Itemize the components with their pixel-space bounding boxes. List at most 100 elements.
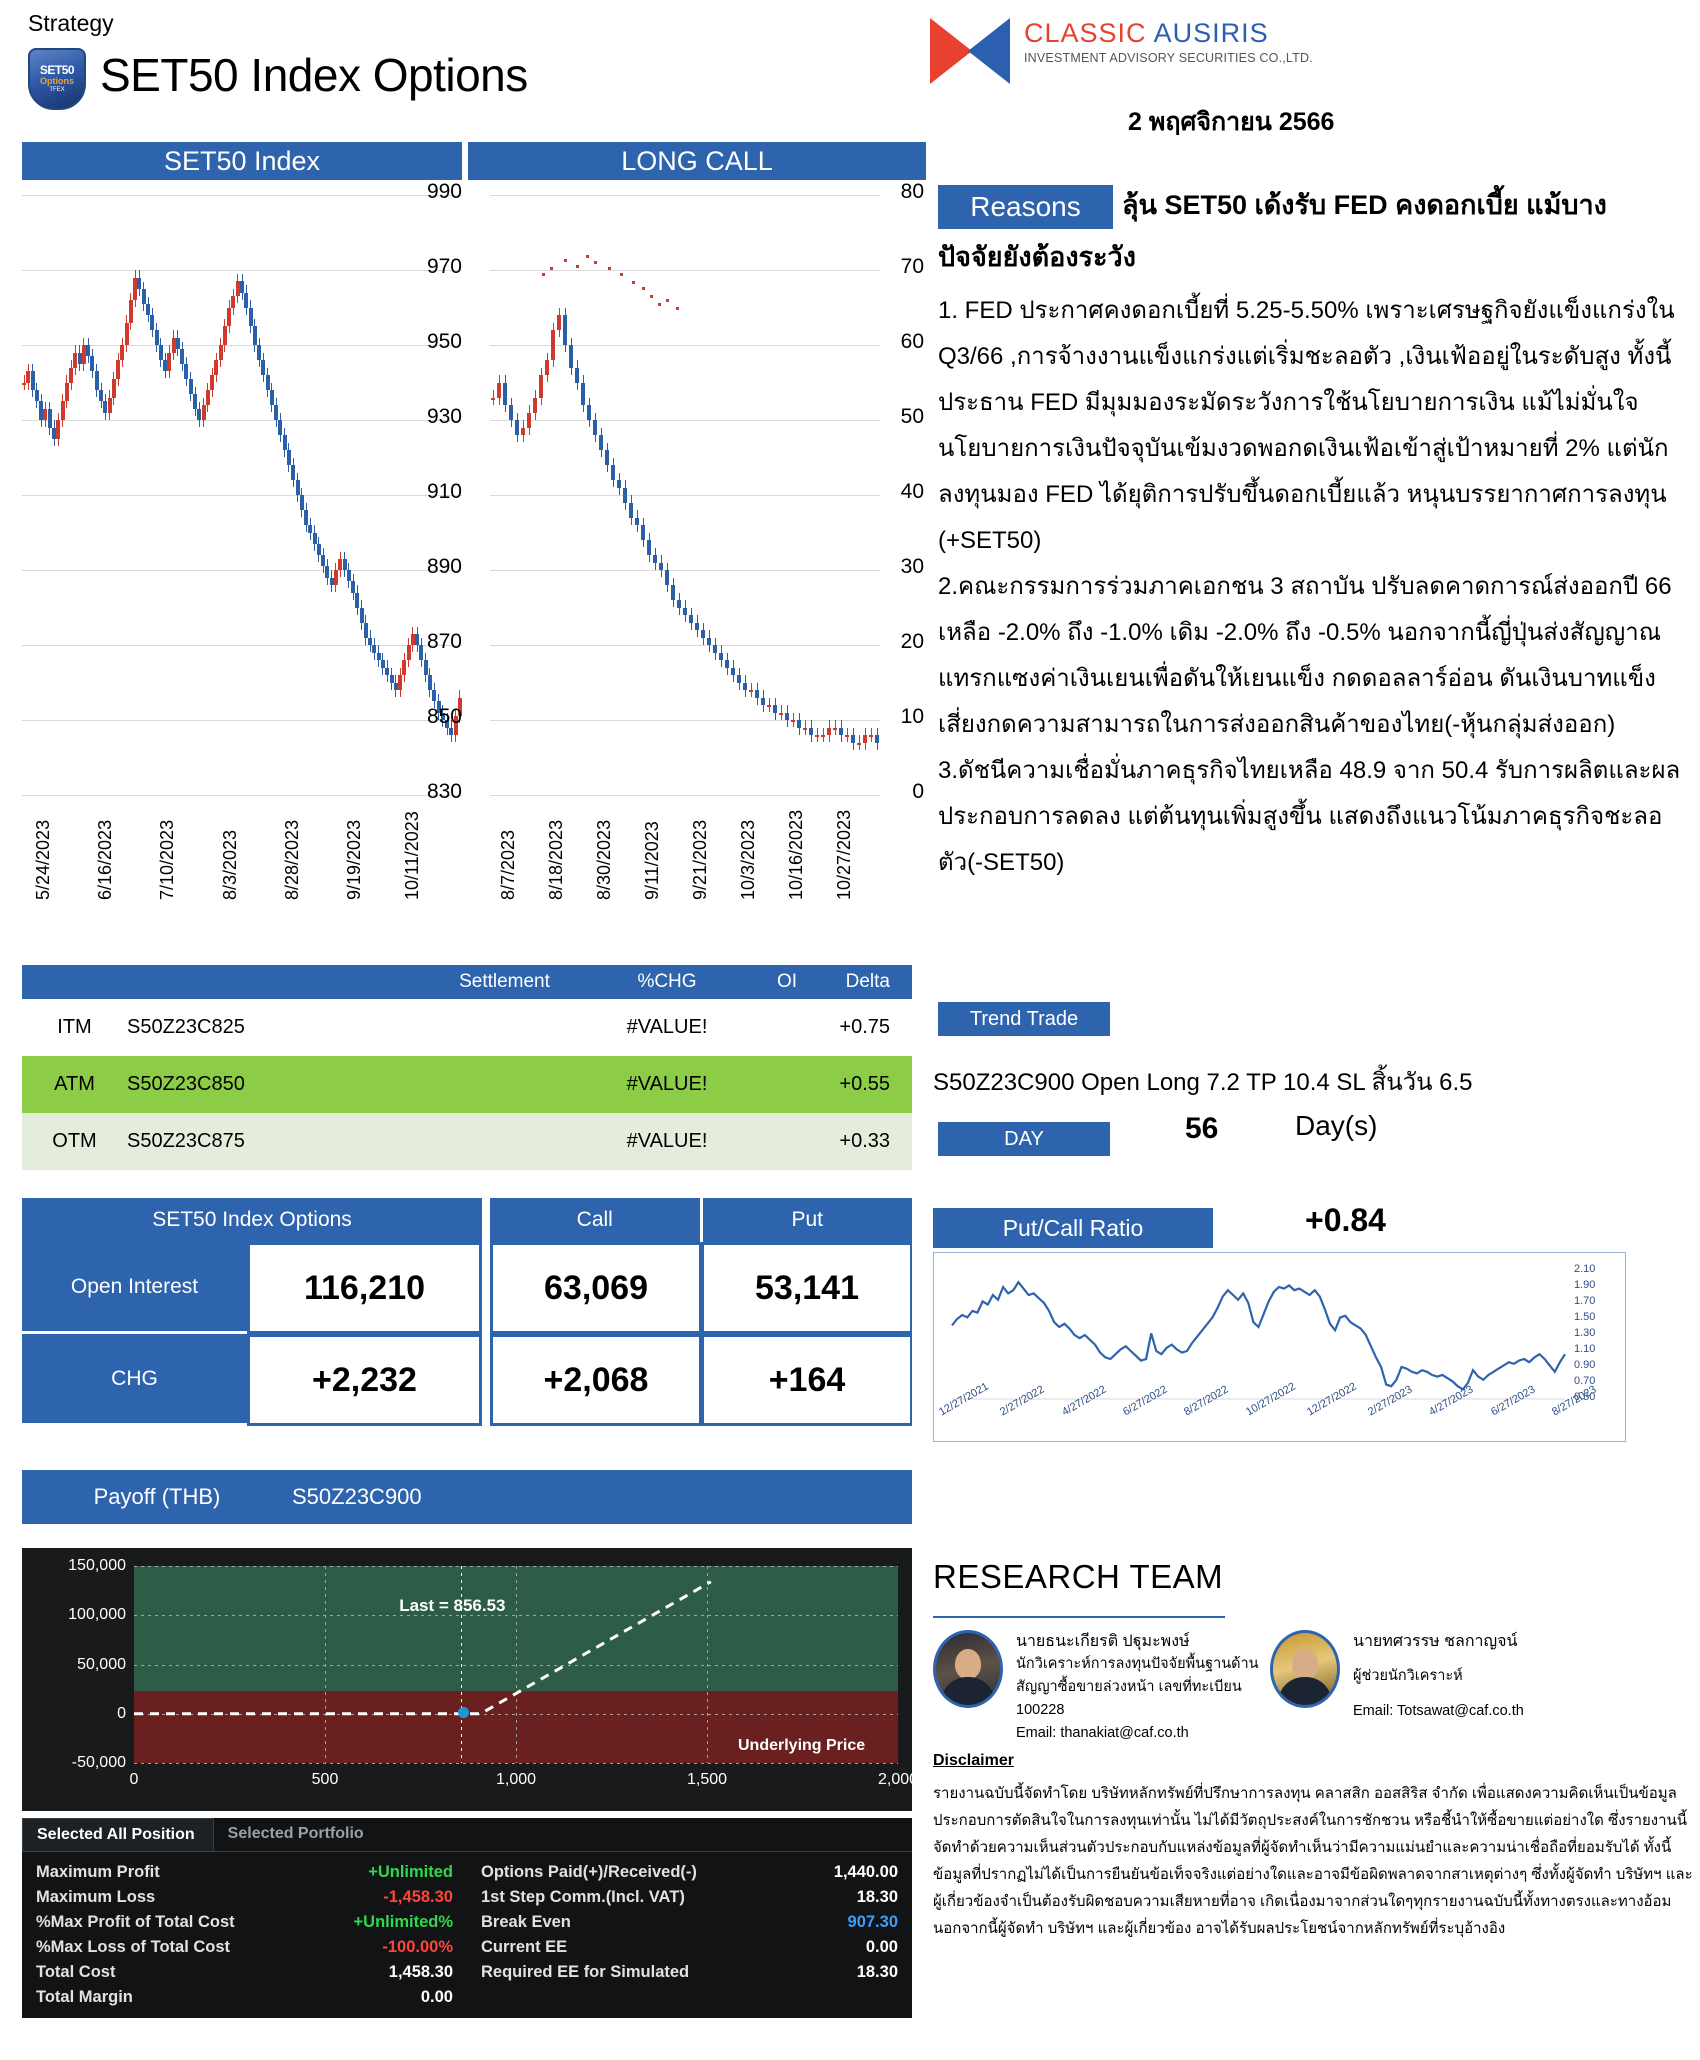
candlestick [503,375,507,413]
col-settlement: Settlement [459,971,550,992]
axis-tick-label: 9/11/2023 [642,821,662,900]
candlestick [737,667,741,690]
candlestick [521,420,525,443]
candlestick [163,352,168,379]
candlestick [410,626,415,653]
gridline [490,345,880,346]
position-left-column: Maximum Profit +Unlimited Maximum Loss -1,… [22,1860,467,2010]
candlestick [445,712,450,735]
list-item: %Max Profit of Total Cost +Unlimited% [22,1910,467,1935]
scatter-point [642,287,645,290]
analyst-name: นายธนะเกียรติ ปฐุมะพงษ์ [1016,1633,1190,1650]
candlestick [94,364,99,398]
candlestick [665,562,669,593]
candlestick [545,352,549,383]
candlestick [398,667,403,698]
candlestick [557,307,561,338]
candlestick [141,281,146,311]
candlestick [188,371,193,401]
strategy-label: Strategy [28,10,114,36]
long-call-chart-header: LONG CALL [468,142,926,180]
candlestick [308,517,313,540]
oi-left-header: SET50 Index Options [22,1198,482,1242]
scatter-point [658,303,661,306]
tab-selected-portfolio[interactable]: Selected Portfolio [227,1825,364,1842]
last-price-annotation: Last = 856.53 [399,1596,506,1615]
axis-tick-label: -50,000 [71,1754,126,1771]
set50-options-logo-icon: SET50 Options TFEX [28,48,86,110]
tab-selected-all-position[interactable]: Selected All Position [22,1818,214,1851]
candlestick [755,682,759,705]
candlestick [863,727,867,750]
scatter-point [650,295,653,298]
candlestick [81,337,86,371]
axis-tick-label: 8/7/2023 [498,829,518,900]
settlement-table-header: Settlement %CHG OI Delta [22,965,912,999]
candlestick [569,337,573,375]
candlestick [725,652,729,675]
settlement-table: Settlement %CHG OI Delta ITM S50Z23C825 … [22,965,912,1170]
candlestick [295,472,300,503]
axis-tick-label: 0 [129,1771,139,1788]
axis-tick-label: 8/3/2023 [220,829,240,900]
candlestick [111,371,116,405]
logo-line-3: TFEX [49,86,65,93]
candlestick [193,386,197,416]
candlestick [269,382,274,413]
scatter-point [550,267,553,270]
candlestick [286,442,291,473]
company-logo: CLASSIC AUSIRIS INVESTMENT ADVISORY SECU… [930,18,1313,84]
candlestick [227,300,232,334]
axis-tick-label: 890 [426,555,462,578]
cell-call-chg: +2,068 [490,1334,701,1426]
analyst-name: นายทศวรรษ ชลกาญจน์ [1353,1633,1518,1650]
analyst-email[interactable]: Email: Totsawat@caf.co.th [1353,1703,1524,1719]
table-row: ITM S50Z23C825 #VALUE! +0.75 [22,999,912,1056]
candlestick [380,652,385,675]
candlestick [372,637,377,660]
candlestick [205,382,210,413]
candlestick [701,622,705,645]
candlestick [252,319,257,353]
candlestick [779,705,783,720]
candlestick [402,652,407,683]
candlestick [184,356,189,386]
analyst-email[interactable]: Email: thanakiat@caf.co.th [1016,1725,1189,1741]
candlestick [338,551,343,578]
axis-tick-label: 990 [426,180,462,203]
axis-tick-label: 50,000 [77,1655,126,1673]
candlestick [797,712,801,735]
payoff-header: Payoff (THB) S50Z23C900 [22,1470,912,1524]
candlestick [551,322,555,368]
axis-tick-label: 1.50 [1574,1311,1596,1323]
candlestick [423,652,428,683]
value-options-paid: 1,440.00 [833,1863,898,1881]
gridline [22,720,462,721]
axis-tick-label: 10/11/2023 [402,811,422,900]
scatter-point [676,307,679,310]
candlestick [248,300,253,334]
gridline [490,495,880,496]
candlestick [581,375,585,413]
candlestick [235,274,240,304]
candlestick [440,705,445,728]
scatter-point [620,273,623,276]
label-total-cost: Total Cost [36,1963,116,1981]
gridline [490,645,880,646]
candlestick [351,574,356,600]
scatter-point [542,273,545,276]
candlestick [137,270,142,296]
candlestick [278,412,283,443]
axis-tick-label: 80 [900,180,924,203]
axis-tick-label: 30 [900,555,924,578]
analyst-role-1: ผู้ช่วยนักวิเคราะห์ [1353,1668,1463,1684]
candlestick [385,660,390,683]
candlestick [393,675,398,698]
candlestick [99,382,104,409]
candlestick [158,337,163,368]
scatter-point [594,261,597,264]
scatter-point [632,281,635,284]
candlestick [773,697,777,720]
candlestick [171,330,176,360]
axis-tick-label: 910 [426,480,462,503]
